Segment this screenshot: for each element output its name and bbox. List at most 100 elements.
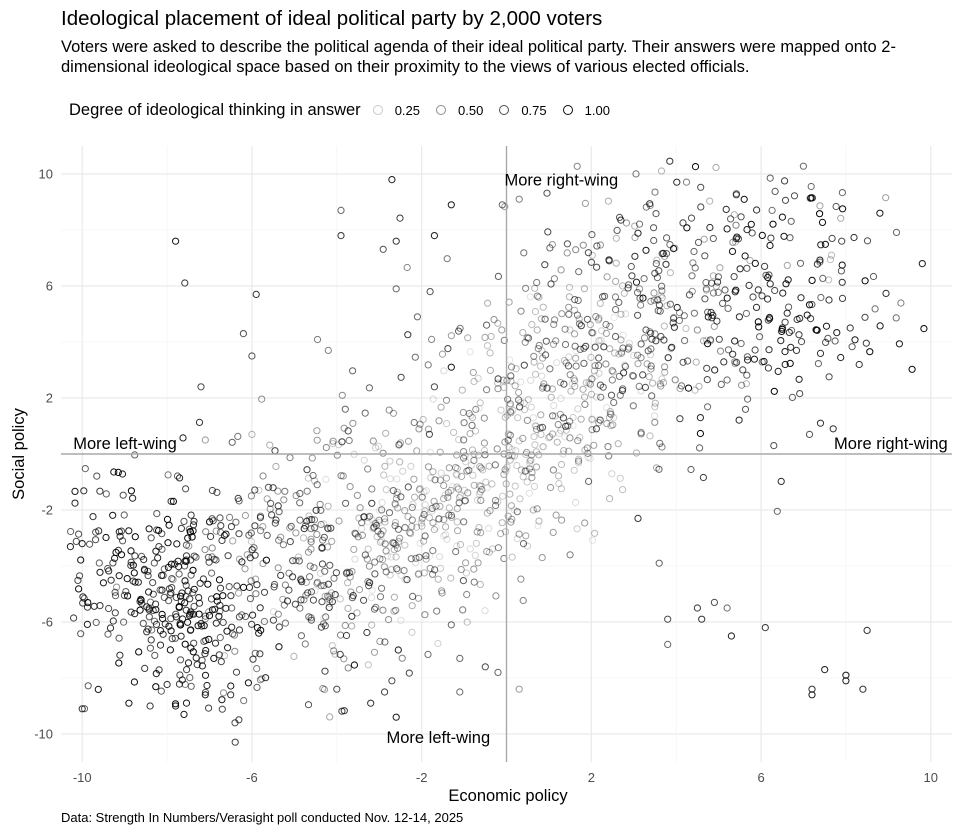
data-point: [510, 506, 518, 514]
data-point: [253, 665, 261, 673]
data-point: [204, 580, 212, 588]
data-point: [198, 662, 206, 670]
data-point: [508, 553, 516, 561]
data-point: [733, 358, 741, 366]
data-point: [310, 516, 319, 524]
data-point: [280, 601, 288, 609]
data-point: [581, 393, 589, 401]
data-point: [588, 329, 596, 337]
data-point: [173, 540, 181, 548]
data-point: [617, 336, 625, 344]
data-point: [617, 310, 625, 318]
data-point: [107, 576, 115, 584]
data-point: [386, 475, 394, 483]
data-point: [392, 237, 400, 245]
data-point: [709, 311, 717, 319]
data-point: [335, 441, 343, 449]
data-point: [155, 666, 163, 674]
data-point: [838, 189, 847, 197]
data-point: [208, 544, 216, 552]
data-point: [586, 454, 594, 463]
data-point: [382, 568, 390, 576]
data-point: [513, 535, 521, 543]
data-point: [199, 575, 207, 583]
data-point: [235, 530, 243, 538]
data-point: [538, 384, 547, 392]
data-point: [557, 266, 565, 274]
data-point: [781, 318, 789, 326]
data-point: [260, 588, 269, 596]
data-point: [257, 527, 265, 535]
data-point: [481, 451, 489, 459]
data-point: [267, 499, 275, 507]
data-point: [651, 418, 659, 426]
data-point: [248, 546, 256, 554]
legend: Degree of ideological thinking in answer…: [69, 100, 626, 120]
data-point: [381, 518, 389, 526]
data-point: [761, 624, 769, 632]
data-point: [324, 592, 332, 600]
data-point: [576, 433, 584, 441]
data-point: [714, 273, 723, 281]
data-point: [837, 267, 846, 275]
data-point: [115, 659, 123, 667]
data-point: [160, 565, 168, 573]
x-axis-label: Economic policy: [448, 787, 568, 805]
data-point: [104, 564, 112, 573]
data-point: [761, 262, 769, 270]
data-point: [630, 351, 638, 360]
data-point: [297, 575, 305, 583]
data-point: [364, 518, 372, 526]
data-point: [486, 366, 494, 374]
data-point: [441, 491, 449, 499]
data-point: [450, 428, 458, 436]
data-point: [205, 704, 213, 712]
data-point: [610, 398, 618, 407]
data-point: [837, 214, 845, 222]
data-point: [256, 512, 265, 520]
data-point: [381, 688, 389, 696]
data-point: [81, 465, 89, 473]
data-point: [258, 675, 266, 683]
data-point: [637, 354, 645, 362]
data-point: [368, 594, 376, 602]
data-point: [406, 529, 414, 537]
data-point: [183, 666, 191, 674]
data-point: [662, 250, 671, 258]
data-point: [401, 507, 409, 515]
data-point: [629, 372, 638, 380]
data-point: [411, 559, 420, 567]
data-point: [245, 583, 254, 592]
data-point: [534, 345, 542, 353]
data-point: [585, 379, 593, 387]
data-point: [531, 422, 539, 430]
data-point: [651, 399, 659, 407]
data-point: [494, 272, 502, 280]
data-point: [590, 441, 598, 449]
data-point: [193, 661, 201, 669]
data-point: [377, 530, 385, 539]
data-point: [658, 250, 666, 258]
data-point: [230, 631, 239, 639]
data-point: [743, 226, 751, 234]
data-point: [187, 511, 195, 519]
data-point: [93, 472, 101, 480]
data-point: [436, 553, 444, 561]
data-point: [624, 284, 632, 292]
data-point: [477, 496, 485, 504]
data-point: [516, 495, 524, 503]
data-point: [421, 532, 429, 540]
data-point: [597, 336, 605, 344]
data-point: [445, 504, 453, 512]
data-point: [337, 232, 345, 240]
data-point: [609, 421, 617, 429]
data-point: [646, 432, 654, 440]
data-point: [391, 522, 399, 530]
data-point: [696, 444, 704, 452]
data-point: [497, 530, 505, 538]
data-point: [348, 567, 356, 576]
data-point: [394, 646, 402, 654]
data-point: [157, 687, 165, 695]
data-point: [507, 372, 515, 380]
data-point: [464, 489, 472, 497]
